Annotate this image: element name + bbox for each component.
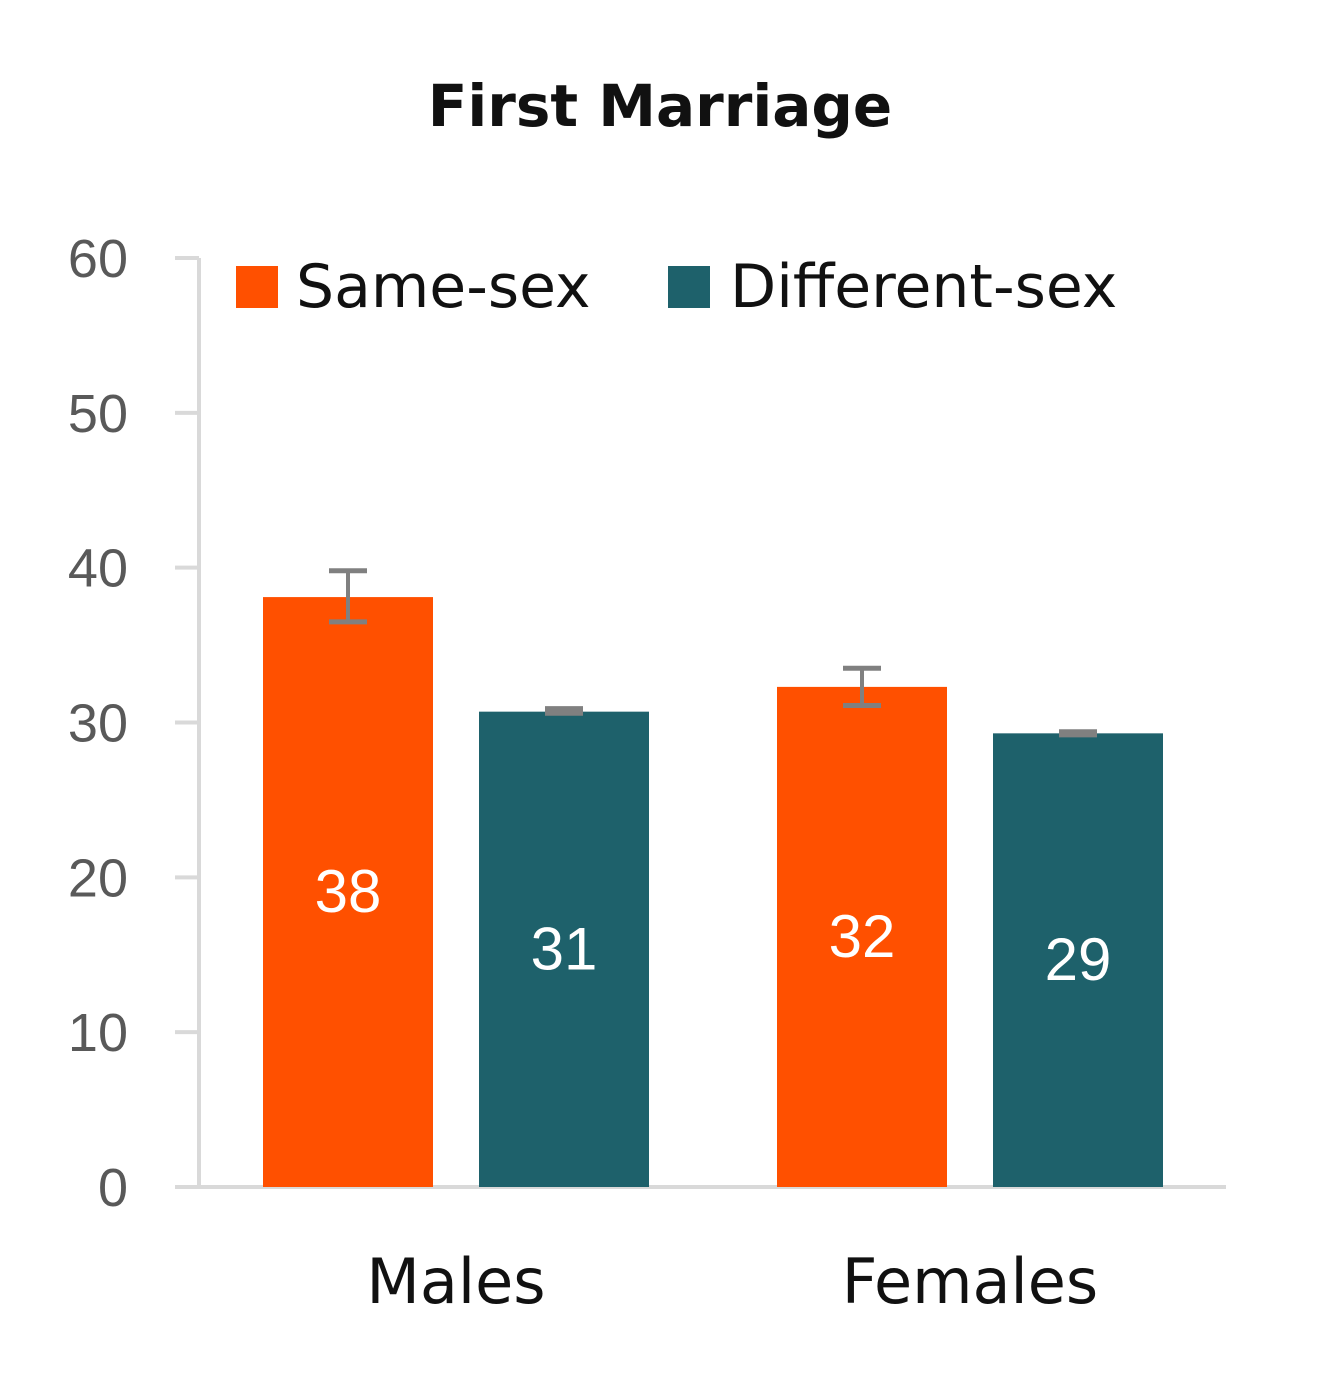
y-tick-label: 10: [68, 1003, 128, 1063]
legend: Same-sex Different-sex: [236, 252, 1117, 322]
bar-different-sex-females: [993, 733, 1163, 1187]
y-tick-label: 50: [68, 384, 128, 444]
bar-same-sex-males: [263, 597, 433, 1187]
bar-different-sex-males: [479, 711, 649, 1187]
y-tick-label: 20: [68, 848, 128, 908]
bar-same-sex-females: [777, 686, 947, 1187]
x-category-label: Males: [366, 1245, 545, 1318]
data-label: 29: [1045, 926, 1112, 993]
data-label: 38: [315, 858, 382, 925]
y-tick-label: 60: [68, 229, 128, 289]
legend-label: Same-sex: [296, 252, 591, 322]
bars: 38 31 32 29: [263, 568, 1163, 1187]
data-label: 31: [531, 915, 598, 982]
axes: 0 10 20 30 40 50 60 Males Females: [68, 229, 1226, 1318]
x-category-label: Females: [842, 1245, 1098, 1318]
y-tick-label: 40: [68, 539, 128, 599]
legend-swatch: [236, 266, 278, 308]
legend-swatch: [668, 266, 710, 308]
y-tick-label: 30: [68, 694, 128, 754]
y-tick-label: 0: [98, 1158, 128, 1218]
data-label: 32: [829, 903, 896, 970]
chart-title: First Marriage: [427, 72, 893, 140]
legend-label: Different-sex: [730, 252, 1117, 322]
